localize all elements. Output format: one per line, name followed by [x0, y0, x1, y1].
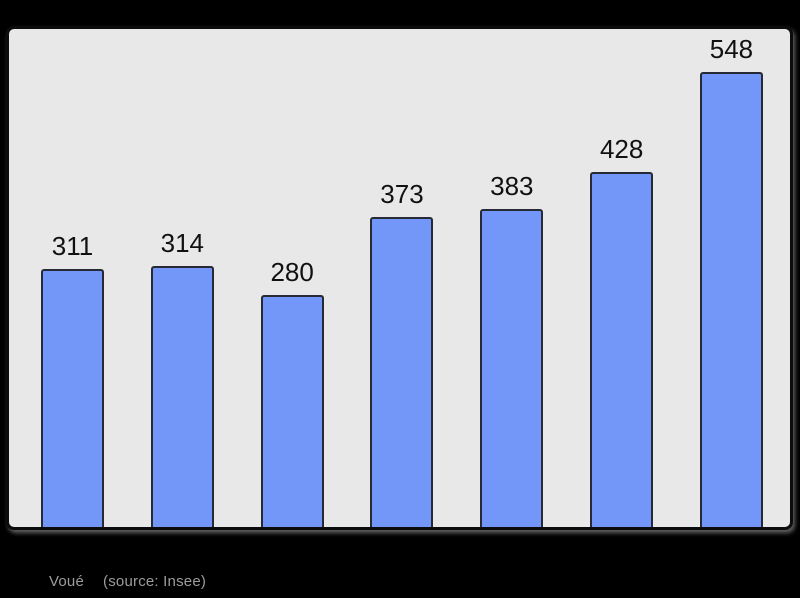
bars-container: 311 314 280 373 383 428 548 — [9, 29, 790, 527]
bar-value-label: 383 — [490, 171, 534, 201]
bar-group: 314 — [150, 228, 214, 527]
chart-plot-area: 311 314 280 373 383 428 548 — [6, 26, 793, 530]
bar-group: 548 — [699, 34, 763, 527]
bar — [370, 217, 434, 527]
bar-value-label: 314 — [160, 228, 205, 258]
bar-value-label: 280 — [270, 257, 314, 287]
bar — [480, 209, 544, 527]
chart-caption: Voué (source: Insee) — [49, 574, 206, 590]
caption-source: (source: Insee) — [103, 573, 207, 590]
bar-group: 383 — [480, 171, 544, 527]
bar-value-label: 311 — [51, 231, 94, 261]
bar — [41, 269, 104, 527]
bar — [260, 295, 324, 527]
bar — [699, 72, 763, 527]
caption-title: Voué — [49, 573, 85, 590]
bar-value-label: 373 — [380, 179, 424, 209]
bar-value-label: 428 — [599, 134, 644, 164]
bar-group: 373 — [370, 179, 434, 527]
bar-group: 311 — [41, 233, 104, 527]
bar — [590, 172, 654, 527]
bar-group: 280 — [260, 257, 324, 527]
bar-value-label: 548 — [709, 34, 754, 64]
bar — [150, 266, 214, 527]
bar-group: 428 — [590, 134, 654, 527]
